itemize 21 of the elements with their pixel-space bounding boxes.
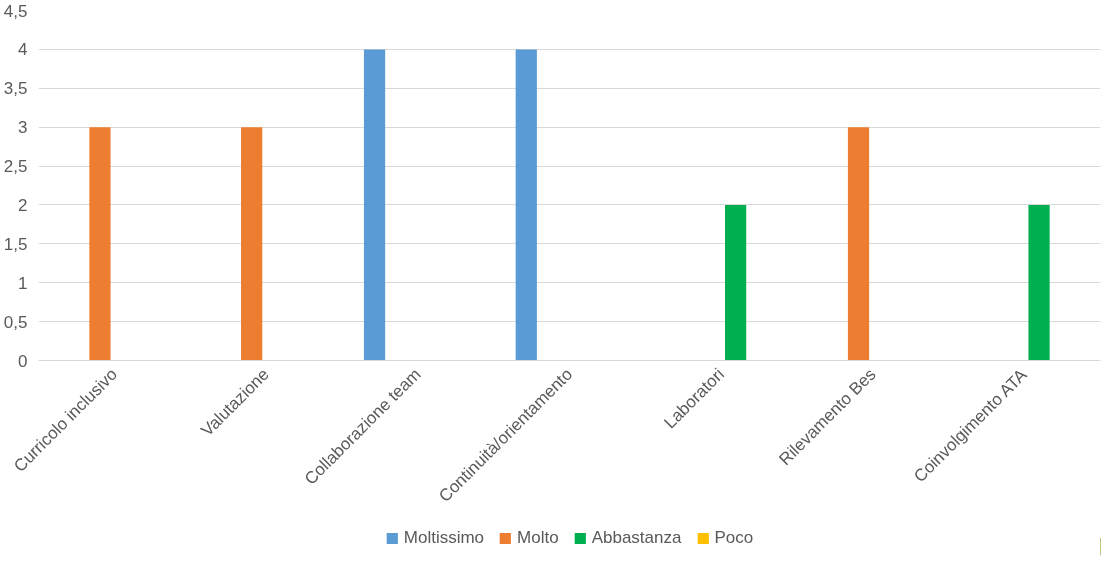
y-tick-label: 4 <box>18 40 28 60</box>
legend-label: Poco <box>714 527 754 548</box>
legend-label: Moltissimo <box>403 527 485 548</box>
y-tick-label: 2 <box>18 195 28 215</box>
y-tick-label: 0 <box>18 351 28 371</box>
bar <box>515 49 537 361</box>
y-tick-label: 4,5 <box>3 1 28 21</box>
y-tick-label: 1 <box>18 273 28 293</box>
y-tick-label: 3,5 <box>3 79 28 99</box>
legend-label: Molto <box>517 527 559 548</box>
y-tick-label: 3 <box>18 118 28 138</box>
y-tick-label: 0,5 <box>3 312 28 332</box>
bar <box>847 127 870 361</box>
y-tick-label: 1,5 <box>3 234 28 254</box>
bar <box>725 204 747 361</box>
bar <box>89 127 111 361</box>
bar <box>241 127 263 361</box>
bar <box>363 49 386 361</box>
y-tick-label: 2,5 <box>3 157 28 177</box>
legend-label: Abbastanza <box>591 527 682 548</box>
bar <box>1028 204 1050 361</box>
